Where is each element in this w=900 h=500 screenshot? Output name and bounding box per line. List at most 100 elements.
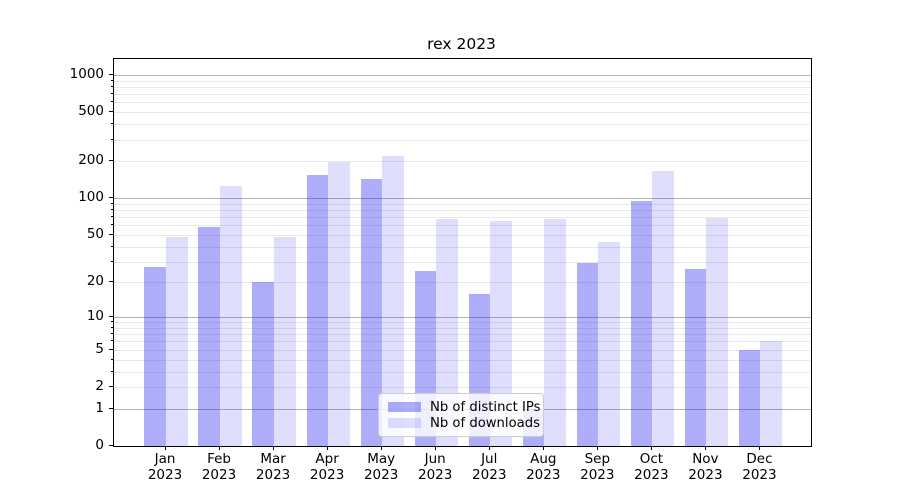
minor-gridline — [114, 234, 811, 236]
legend-label-distinct-ips: Nb of distinct IPs — [430, 399, 541, 415]
y-tick-label: 2 — [95, 377, 104, 394]
y-tick-label: 1000 — [69, 65, 104, 82]
y-minor-tick-mark — [110, 138, 113, 140]
x-tick-year: 2023 — [201, 467, 237, 483]
y-minor-tick-mark — [110, 321, 113, 323]
y-minor-tick-mark — [110, 101, 113, 103]
legend-item-distinct-ips: Nb of distinct IPs — [388, 400, 541, 415]
y-minor-tick-mark — [110, 260, 113, 262]
bar-distinct-ips-dec — [738, 349, 761, 446]
x-tick-mark — [705, 446, 707, 450]
x-tick-label-aug: Aug 2023 — [513, 451, 573, 483]
y-minor-tick-mark — [110, 233, 113, 235]
minor-gridline — [114, 225, 811, 227]
y-minor-tick-mark — [110, 370, 113, 372]
minor-gridline — [114, 94, 811, 96]
x-tick-mark — [273, 446, 275, 450]
minor-gridline — [114, 261, 811, 263]
x-tick-label-may: May 2023 — [351, 451, 411, 483]
bar-distinct-ips-apr — [306, 175, 329, 446]
y-minor-tick-mark — [110, 93, 113, 95]
x-tick-mark — [489, 446, 491, 450]
bar-distinct-ips-nov — [684, 268, 707, 446]
bar-downloads-sep — [598, 241, 620, 446]
x-tick-label-jun: Jun 2023 — [405, 451, 465, 483]
bar-downloads-mar — [274, 236, 296, 446]
minor-gridline — [114, 112, 811, 114]
y-minor-tick-mark — [110, 385, 113, 387]
bar-downloads-may — [382, 156, 404, 446]
x-tick-label-jan: Jan 2023 — [135, 451, 195, 483]
y-minor-tick-mark — [110, 79, 113, 81]
x-tick-label-apr: Apr 2023 — [297, 451, 357, 483]
minor-gridline — [114, 86, 811, 88]
minor-gridline — [114, 80, 811, 82]
major-gridline — [114, 198, 811, 200]
y-minor-tick-mark — [110, 326, 113, 328]
x-tick-label-feb: Feb 2023 — [189, 451, 249, 483]
y-minor-tick-mark — [110, 208, 113, 210]
bar-distinct-ips-oct — [630, 200, 653, 446]
bar-downloads-nov — [706, 217, 728, 446]
bar-distinct-ips-sep — [576, 263, 599, 446]
minor-gridline — [114, 282, 811, 284]
y-tick-label: 10 — [86, 308, 104, 325]
legend: Nb of distinct IPs Nb of downloads — [378, 393, 544, 437]
y-tick-label: 200 — [78, 152, 104, 169]
bar-distinct-ips-may — [360, 179, 383, 446]
x-tick-mark — [327, 446, 329, 450]
minor-gridline — [114, 217, 811, 219]
x-tick-mark — [543, 446, 545, 450]
minor-gridline — [114, 322, 811, 324]
x-tick-year: 2023 — [580, 467, 615, 483]
bar-downloads-aug — [544, 219, 566, 446]
y-minor-tick-mark — [110, 224, 113, 226]
minor-gridline — [114, 327, 811, 329]
x-tick-label-sep: Sep 2023 — [567, 451, 627, 483]
y-tick-mark — [109, 407, 113, 409]
y-minor-tick-mark — [110, 216, 113, 218]
bar-downloads-feb — [220, 186, 242, 446]
minor-gridline — [114, 246, 811, 248]
x-tick-year: 2023 — [634, 467, 669, 483]
y-tick-label: 0 — [95, 437, 104, 453]
x-tick-year: 2023 — [418, 467, 453, 483]
y-minor-tick-mark — [110, 333, 113, 335]
x-tick-year: 2023 — [147, 467, 183, 483]
x-tick-year: 2023 — [742, 467, 777, 483]
x-tick-mark — [165, 446, 166, 450]
bar-downloads-jun — [436, 218, 458, 446]
bar-downloads-jan — [166, 236, 188, 446]
x-tick-mark — [759, 446, 761, 450]
bar-downloads-apr — [328, 162, 350, 446]
y-minor-tick-mark — [110, 340, 113, 342]
y-tick-label: 500 — [78, 103, 104, 120]
minor-gridline — [114, 209, 811, 211]
bar-downloads-dec — [760, 341, 783, 446]
minor-gridline — [114, 102, 811, 104]
y-tick-mark — [109, 197, 113, 199]
x-tick-year: 2023 — [255, 467, 291, 483]
y-minor-tick-mark — [110, 358, 113, 360]
chart-title: rex 2023 — [427, 35, 496, 53]
y-minor-tick-mark — [110, 111, 113, 113]
minor-gridline — [114, 203, 811, 205]
legend-item-downloads: Nb of downloads — [388, 416, 540, 431]
y-tick-label: 1 — [95, 399, 104, 416]
bar-downloads-jul — [490, 220, 512, 446]
minor-gridline — [114, 349, 811, 351]
minor-gridline — [114, 124, 811, 126]
y-tick-label: 100 — [78, 189, 104, 206]
x-tick-year: 2023 — [526, 467, 561, 483]
x-tick-year: 2023 — [472, 467, 507, 483]
y-minor-tick-mark — [110, 245, 113, 247]
x-tick-label-oct: Oct 2023 — [621, 451, 681, 483]
minor-gridline — [114, 359, 811, 361]
legend-swatch-downloads-icon — [388, 418, 421, 428]
bar-distinct-ips-jan — [144, 267, 166, 446]
minor-gridline — [114, 386, 811, 388]
plot-area: Nb of distinct IPs Nb of downloads — [113, 58, 812, 447]
y-minor-tick-mark — [110, 281, 113, 283]
bar-distinct-ips-mar — [252, 282, 275, 446]
